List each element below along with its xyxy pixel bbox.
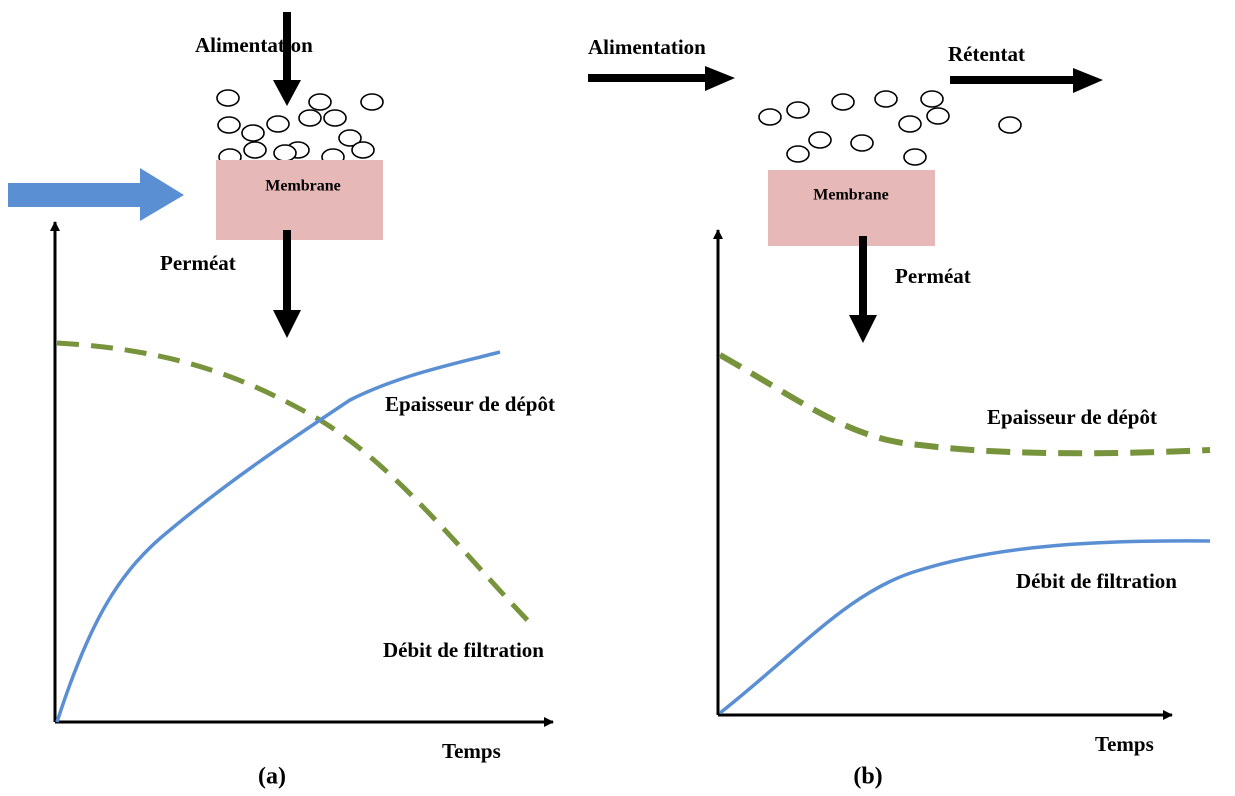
x-axis-label: Temps: [442, 739, 501, 763]
permeate-label: Perméat: [160, 251, 236, 275]
membrane-label: Membrane: [265, 178, 341, 195]
permeate-arrow: [273, 230, 301, 338]
feed-arrow: [588, 66, 735, 91]
retentate-arrow: [950, 68, 1103, 93]
retentate-label: Rétentat: [948, 42, 1025, 66]
membrane: [216, 160, 383, 240]
panel-a: Alimentation Membrane Perméat Epaisseur …: [8, 12, 555, 790]
panel-b: Alimentation Rétentat Membrane Perméat E…: [588, 35, 1210, 790]
permeate-label: Perméat: [895, 264, 971, 288]
particles: [217, 90, 383, 165]
x-axis-label: Temps: [1095, 732, 1154, 756]
deposit-label: Epaisseur de dépôt: [987, 405, 1157, 429]
flux-label: Débit de filtration: [383, 638, 544, 662]
feed-label: Alimentation: [588, 35, 706, 59]
feed-arrow: [273, 12, 301, 106]
flux-label: Débit de filtration: [1016, 569, 1177, 593]
caption: (a): [258, 764, 286, 790]
deposit-label: Epaisseur de dépôt: [385, 392, 555, 416]
membrane: [768, 170, 935, 246]
flow-arrow: [8, 168, 184, 221]
particles: [759, 91, 1021, 165]
permeate-arrow: [849, 236, 877, 343]
membrane-label: Membrane: [813, 187, 889, 204]
caption: (b): [853, 764, 882, 790]
flux-curve: [720, 541, 1210, 713]
diagram: Alimentation Membrane Perméat Epaisseur …: [0, 0, 1235, 796]
feed-label: Alimentation: [195, 33, 313, 57]
flux-curve: [57, 343, 532, 625]
